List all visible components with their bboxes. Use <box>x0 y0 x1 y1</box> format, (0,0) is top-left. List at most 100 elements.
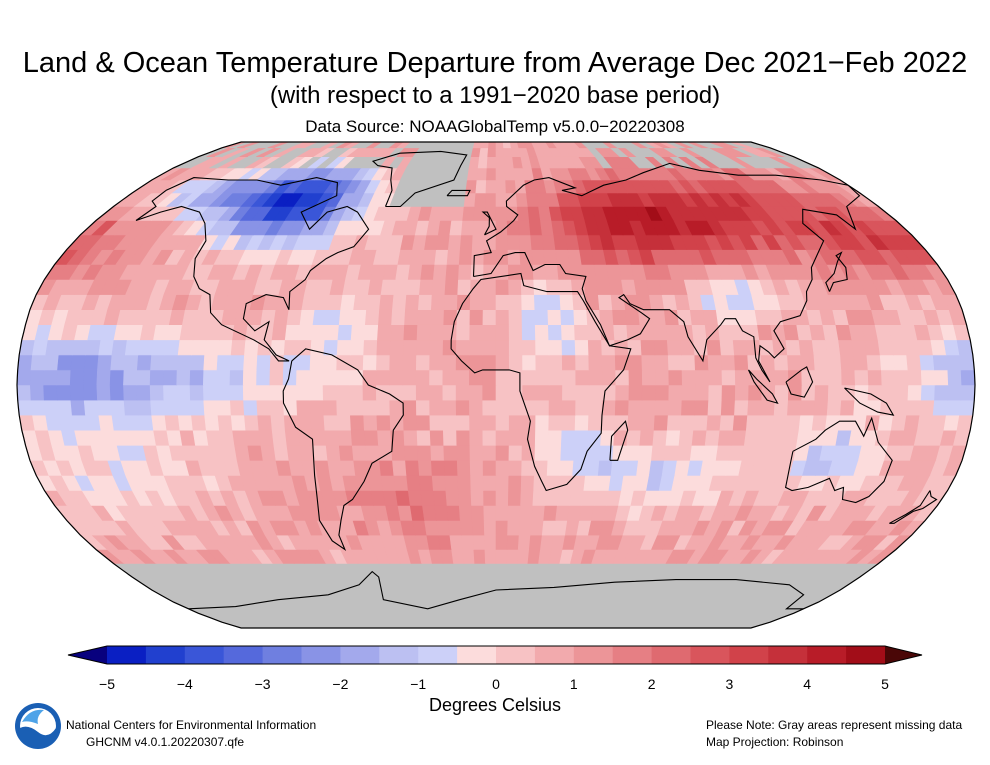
anomaly-cell <box>69 384 85 401</box>
anomaly-cell <box>429 339 444 356</box>
anomaly-cell <box>495 612 505 623</box>
anomaly-cell <box>430 294 446 311</box>
anomaly-cell <box>757 429 773 446</box>
anomaly-cell <box>533 279 548 295</box>
anomaly-cell <box>562 369 577 386</box>
colorbar <box>67 645 923 665</box>
anomaly-cell <box>495 475 510 491</box>
anomaly-cell <box>508 429 523 446</box>
anomaly-cell <box>447 520 462 536</box>
anomaly-cell <box>574 339 590 356</box>
anomaly-cell <box>826 354 842 371</box>
anomaly-cell <box>535 354 550 371</box>
anomaly-cell <box>801 384 816 401</box>
anomaly-cell <box>719 414 735 431</box>
anomaly-cell <box>461 534 475 550</box>
anomaly-cell <box>469 294 484 311</box>
anomaly-cell <box>507 249 521 265</box>
anomaly-cell <box>229 399 245 416</box>
colorbar-tick-label: 3 <box>725 676 734 692</box>
anomaly-cell <box>229 354 245 371</box>
anomaly-cell <box>706 414 722 431</box>
anomaly-cell <box>734 354 749 371</box>
anomaly-cell <box>514 576 527 591</box>
anomaly-cell <box>648 459 665 476</box>
anomaly-cell <box>257 414 273 431</box>
anomaly-cell <box>242 384 258 401</box>
anomaly-cell <box>707 399 723 416</box>
anomaly-cell <box>485 179 497 194</box>
anomaly-cell <box>715 309 732 326</box>
anomaly-cell <box>364 444 380 461</box>
anomaly-cell <box>495 156 506 169</box>
anomaly-cell <box>543 249 558 265</box>
coastline <box>472 162 861 383</box>
anomaly-cell <box>574 429 589 446</box>
anomaly-cell <box>506 534 520 550</box>
anomaly-cell <box>56 369 72 386</box>
anomaly-cell <box>380 475 397 491</box>
anomaly-cell <box>840 399 856 416</box>
anomaly-cell <box>507 264 522 280</box>
anomaly-cell <box>323 414 339 431</box>
anomaly-cell <box>516 549 530 564</box>
anomaly-cell <box>521 339 537 356</box>
anomaly-cell <box>932 354 949 371</box>
anomaly-cell <box>451 549 465 564</box>
anomaly-cell <box>530 234 545 250</box>
anomaly-cell <box>853 354 869 371</box>
anomaly-cell <box>504 589 516 603</box>
anomaly-cell <box>473 206 486 221</box>
anomaly-cell <box>378 309 393 326</box>
anomaly-cell <box>544 264 560 280</box>
anomaly-cell <box>531 249 546 265</box>
anomaly-cell <box>338 309 354 326</box>
anomaly-cell <box>486 167 497 181</box>
anomaly-cell <box>533 294 549 311</box>
anomaly-cell <box>853 399 869 416</box>
anomaly-cell <box>190 399 205 416</box>
anomaly-cell <box>367 475 384 491</box>
anomaly-cell <box>747 399 763 416</box>
anomaly-cell <box>109 384 125 401</box>
anomaly-cell <box>666 339 682 356</box>
anomaly-cell <box>402 414 418 431</box>
footer-note: Please Note: Gray areas represent missin… <box>706 718 963 732</box>
anomaly-cell <box>680 414 696 431</box>
anomaly-cell <box>444 279 459 295</box>
anomaly-cell <box>892 354 909 371</box>
anomaly-cell <box>743 429 760 446</box>
anomaly-cell <box>472 621 483 628</box>
anomaly-cell <box>415 399 431 416</box>
coastline <box>889 490 938 524</box>
anomaly-cell <box>405 459 420 476</box>
anomaly-cell <box>389 384 404 401</box>
anomaly-cell <box>614 399 630 416</box>
anomaly-cell <box>327 459 344 476</box>
map-fill <box>17 142 975 628</box>
anomaly-cell <box>572 459 587 476</box>
anomaly-cell <box>465 576 478 591</box>
anomaly-cell <box>702 444 719 461</box>
anomaly-cell <box>151 414 168 431</box>
anomaly-cell <box>269 369 284 386</box>
anomaly-cell <box>58 414 75 431</box>
anomaly-cell <box>149 369 165 386</box>
anomaly-cell <box>469 429 484 446</box>
map-outline <box>16 141 976 629</box>
anomaly-cell <box>415 354 431 371</box>
anomaly-cell <box>309 354 325 371</box>
anomaly-cell <box>217 339 233 356</box>
anomaly-cell <box>555 505 570 521</box>
anomaly-cell <box>838 339 854 356</box>
anomaly-cell <box>704 429 721 446</box>
anomaly-cell <box>495 520 509 536</box>
anomaly-cell <box>518 520 533 536</box>
anomaly-cell <box>338 444 354 461</box>
anomaly-cell <box>651 309 667 326</box>
anomaly-cell <box>561 399 577 416</box>
anomaly-cell <box>123 369 138 386</box>
anomaly-cell <box>83 384 98 401</box>
anomaly-cell <box>628 384 643 401</box>
anomaly-cell <box>458 505 473 521</box>
